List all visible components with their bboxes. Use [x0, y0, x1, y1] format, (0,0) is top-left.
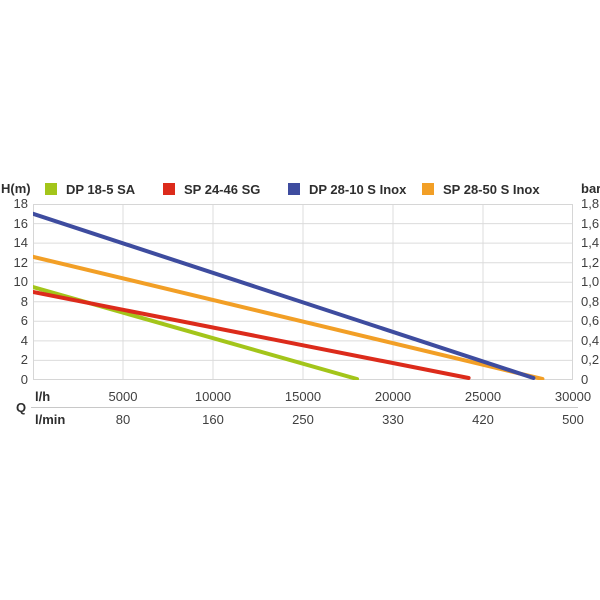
legend-item-sp-28-50-s-inox: SP 28-50 S Inox — [422, 181, 540, 197]
x-tick-label-lh: 10000 — [194, 389, 232, 404]
x-tick-label-lmin: 160 — [202, 412, 224, 427]
legend-swatch-icon — [422, 183, 434, 195]
legend-label: DP 18-5 SA — [66, 181, 136, 197]
y-tick-label-hm: 6 — [20, 313, 28, 328]
x-tick-label-lh: 30000 — [554, 389, 592, 404]
x-tick-label-lmin: 330 — [382, 412, 404, 427]
y-tick-label-hm: 12 — [13, 255, 28, 270]
series-line-dp-28-10-s-inox — [31, 211, 536, 380]
x-tick-label-lmin: 500 — [562, 412, 584, 427]
legend-swatch-icon — [288, 183, 300, 195]
x-axis-lmin-unit-label: l/min — [35, 412, 66, 427]
legend-label: DP 28-10 S Inox — [309, 181, 407, 197]
x-tick-label-lh: 20000 — [374, 389, 412, 404]
right-axis-unit-label: bar — [581, 181, 600, 196]
series-line-sp-28-50-s-inox — [31, 254, 545, 381]
legend-label: SP 28-50 S Inox — [443, 181, 540, 197]
x-axis-lh-unit-label: l/h — [35, 389, 51, 404]
x-axis-divider — [31, 407, 578, 408]
y-tick-label-bar: 1,8 — [581, 196, 600, 211]
y-tick-label-bar: 1,0 — [581, 274, 600, 289]
legend-item-dp-28-10-s-inox: DP 28-10 S Inox — [288, 181, 406, 197]
legend-item-sp-24-46-sg: SP 24-46 SG — [163, 181, 260, 197]
x-axis-lmin-row: l/min 80 160 250 330 420 500 — [0, 412, 600, 427]
legend-swatch-icon — [163, 183, 175, 195]
y-tick-label-hm: 0 — [20, 372, 28, 387]
y-tick-label-hm: 18 — [13, 196, 28, 211]
plot-svg — [31, 204, 573, 381]
x-tick-label-lh: 15000 — [284, 389, 322, 404]
legend: H(m) DP 18-5 SA SP 24-46 SG DP 28-10 S Ino… — [0, 181, 600, 197]
legend-item-dp-18-5-sa: DP 18-5 SA — [45, 181, 135, 197]
y-tick-label-bar: 1,4 — [581, 235, 600, 250]
y-tick-label-bar: 0,8 — [581, 294, 600, 309]
x-tick-label-lh: 5000 — [108, 389, 138, 404]
y-tick-label-hm: 10 — [13, 274, 28, 289]
y-tick-label-bar: 1,2 — [581, 255, 600, 270]
legend-label: SP 24-46 SG — [184, 181, 261, 197]
y-tick-label-bar: 0 — [581, 372, 589, 387]
x-tick-label-lmin: 420 — [472, 412, 494, 427]
series-line-sp-24-46-sg — [31, 290, 471, 380]
x-tick-label-lh: 25000 — [464, 389, 502, 404]
y-tick-label-bar: 0,4 — [581, 333, 600, 348]
plot-area — [31, 204, 573, 381]
y-tick-label-hm: 14 — [13, 235, 28, 250]
x-tick-label-lmin: 250 — [292, 412, 314, 427]
y-tick-label-hm: 4 — [20, 333, 28, 348]
x-axis-lh-row: l/h 5000 10000 15000 20000 25000 30000 — [0, 389, 600, 404]
y-tick-label-hm: 16 — [13, 216, 28, 231]
y-tick-label-bar: 1,6 — [581, 216, 600, 231]
x-axis-q-label: Q — [15, 400, 27, 415]
legend-swatch-icon — [45, 183, 57, 195]
y-tick-label-hm: 8 — [20, 294, 28, 309]
y-tick-label-bar: 0,6 — [581, 313, 600, 328]
y-tick-label-hm: 2 — [20, 352, 28, 367]
x-tick-label-lmin: 80 — [115, 412, 131, 427]
left-axis-unit-label: H(m) — [1, 181, 31, 196]
y-tick-label-bar: 0,2 — [581, 352, 600, 367]
